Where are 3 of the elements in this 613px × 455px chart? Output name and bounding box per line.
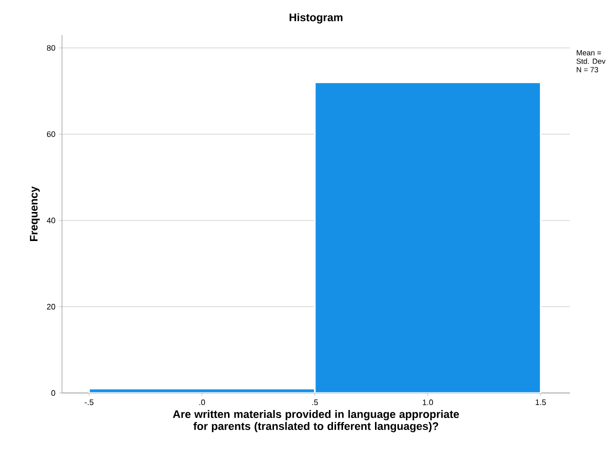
y-axis-title: Frequency: [30, 186, 40, 241]
chart-title: Histogram: [290, 13, 342, 24]
x-axis-title: Are written materials provided in language appropriate for parents (translated to different languages)?: [172, 410, 459, 432]
